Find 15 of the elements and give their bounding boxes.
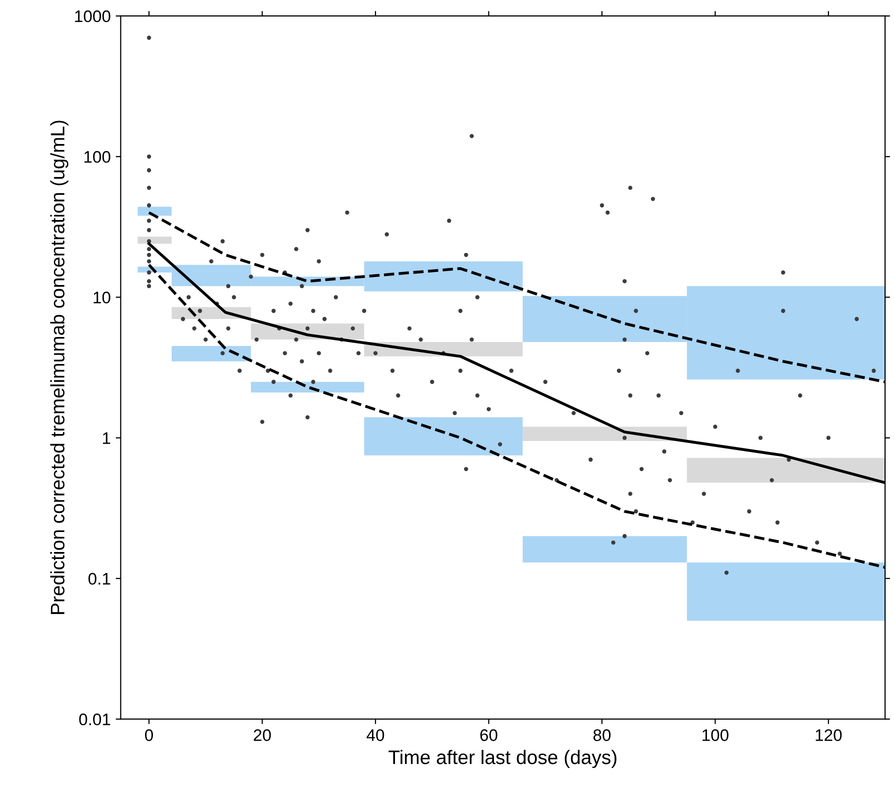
- y-tick-label: 100: [84, 151, 110, 163]
- x-tick-label: 80: [593, 729, 611, 742]
- x-tick-label: 40: [366, 729, 384, 742]
- x-tick-label: 60: [480, 729, 498, 742]
- y-tick-label: 1: [102, 432, 110, 444]
- x-tick-label: 20: [254, 729, 271, 742]
- x-tick-label: 0: [145, 729, 153, 742]
- y-tick-label: 0.1: [88, 572, 110, 585]
- y-tick-label: 0.01: [79, 714, 110, 726]
- y-axis-title: Prediction corrected tremelimumab concentration (ug/mL): [50, 120, 68, 614]
- x-tick-label: 100: [702, 729, 728, 742]
- x-tick-label: 120: [816, 729, 842, 742]
- x-axis-title: Time after last dose (days): [388, 750, 616, 768]
- y-tick-label: 1000: [75, 10, 110, 22]
- y-tick-label: 10: [94, 292, 110, 304]
